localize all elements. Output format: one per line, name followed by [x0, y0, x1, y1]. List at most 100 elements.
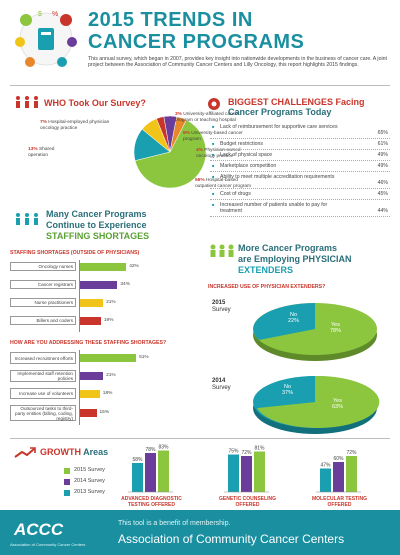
growth-value-label: 58%	[132, 457, 143, 463]
growth-bar	[320, 468, 331, 492]
growth-bar	[132, 463, 143, 492]
bar	[80, 354, 137, 362]
bar-label: Cancer registrars	[10, 280, 76, 289]
extenders-subtitle: INCREASED USE OF PHYSICIAN EXTENDERS?	[208, 284, 326, 290]
growth-bar	[158, 450, 169, 492]
bar-pct: 19%	[103, 317, 114, 323]
legend-label: 2015 Survey	[74, 467, 105, 473]
slice-pct: 7%	[40, 120, 47, 125]
challenge-label: Lack of reimbursement for supportive car…	[220, 124, 338, 130]
extenders-pie-2014	[245, 368, 385, 438]
growth-value-label: 75%	[228, 449, 239, 455]
bullet-icon: ■	[212, 152, 215, 157]
bar-pct: 21%	[106, 299, 116, 305]
divider	[10, 85, 390, 86]
slice-text: University-affiliated cancer program or …	[175, 112, 240, 123]
legend-swatch	[64, 490, 70, 496]
slice-text: University-based cancer program	[183, 131, 243, 142]
challenge-label: Cost of drugs	[220, 191, 251, 197]
title-line-2: CANCER PROGRAMS	[88, 31, 305, 53]
no-label: No	[283, 384, 292, 390]
footer: ACCC Association of Community Cancer Cen…	[0, 510, 400, 555]
growth-category-label: GENETIC COUNSELING	[219, 496, 276, 502]
bar	[80, 262, 127, 271]
challenge-pct: 49%	[377, 163, 388, 169]
people-icon	[14, 212, 40, 231]
growth-category-label: ADVANCED DIAGNOSTIC	[121, 496, 182, 502]
growth-bar	[145, 453, 156, 492]
bar	[80, 389, 100, 398]
growth-arrow-icon	[14, 446, 36, 464]
no-pct: 22%	[288, 318, 300, 324]
challenge-label: Increased number of patients unable to p…	[220, 202, 328, 214]
growth-bar	[228, 454, 239, 492]
legend-label: 2014 Survey	[74, 478, 105, 484]
year-label: 2014	[212, 378, 226, 384]
challenge-pct: 49%	[377, 152, 388, 158]
challenge-row: ■ Ability to meet multiple accreditation …	[210, 174, 390, 189]
legend-swatch	[64, 468, 70, 474]
growth-title: GROWTH Areas	[40, 447, 108, 457]
challenges-title: BIGGEST CHALLENGES Facing Cancer Program…	[228, 97, 398, 117]
bar-pct: 15%	[99, 410, 110, 415]
year-2015: 2015 Survey	[212, 300, 231, 314]
slice-text: Physician-owned oncology practice	[196, 148, 241, 159]
slice-label-5: 5% University-based cancer program	[183, 131, 245, 142]
challenges-title-1: BIGGEST CHALLENGES Facing	[228, 97, 365, 107]
slice-text: Shared operation	[28, 147, 55, 158]
growth-title-b: Areas	[83, 447, 109, 457]
bar	[80, 280, 118, 289]
challenge-label: Budget restrictions	[220, 141, 263, 147]
challenge-pct: 46%	[377, 180, 388, 186]
bullet-icon: ■	[212, 163, 215, 168]
growth-value-label: 60%	[333, 456, 344, 462]
bar	[80, 316, 101, 325]
addressing-subtitle: HOW ARE YOU ADDRESSING THESE STAFFING SH…	[10, 340, 167, 346]
bar-pct: 51%	[139, 355, 149, 360]
slice-text: Hospital-employed physician oncology pra…	[40, 120, 110, 131]
slice-label-13: 13% Shared operation	[28, 147, 68, 158]
yes-pct: 78%	[330, 328, 342, 334]
no-label: No	[289, 312, 298, 318]
intro-text: This annual survey, which began in 2007,…	[88, 56, 387, 69]
slice-label-56: 56% Hospital-based outpatient cancer pro…	[195, 178, 255, 189]
slice-label-7: 7% Hospital-employed physician oncology …	[40, 120, 110, 131]
axis-line	[79, 260, 80, 332]
growth-value-label: 72%	[346, 450, 357, 456]
yes-label: Yes	[333, 398, 342, 404]
challenge-row: ■ Increased number of patients unable to …	[210, 202, 390, 217]
growth-bar	[346, 456, 357, 492]
growth-bar	[333, 462, 344, 492]
bar-pct: 34%	[120, 281, 130, 287]
staffing-subtitle: STAFFING SHORTAGES (OUTSIDE OF PHYSICIAN…	[10, 250, 140, 256]
bar-pct: 21%	[106, 373, 116, 378]
challenge-row: ■ Budget restrictions 61%	[210, 141, 390, 150]
extenders-title-1: More Cancer Programs	[238, 243, 338, 253]
challenge-row: ■ Lack of reimbursement for supportive ca…	[210, 124, 390, 139]
header-icons: $ %	[8, 6, 84, 72]
legend-swatch	[64, 479, 70, 485]
bar-label: Nurse practitioners	[10, 298, 76, 307]
slice-pct: 56%	[195, 178, 205, 183]
accc-logo-sub: Association of Community Cancer Centers	[10, 542, 86, 547]
pie-slice	[169, 116, 187, 153]
staffing-title-3: STAFFING SHORTAGES	[46, 231, 150, 241]
bullet-icon: ■	[212, 191, 215, 196]
slice-pct: 4%	[196, 148, 203, 153]
growth-category-label: TESTING OFFERED	[128, 502, 175, 508]
bar-label: Increase use of volunteers	[10, 388, 76, 399]
people-icon	[14, 95, 40, 114]
challenge-pct: 61%	[377, 141, 388, 147]
growth-bar	[254, 451, 265, 492]
slice-pct: 13%	[28, 147, 38, 152]
challenge-pct: 44%	[377, 208, 388, 214]
growth-bar	[241, 456, 252, 492]
accc-logo: ACCC	[14, 520, 64, 539]
bar-label: Oncology nurses	[10, 262, 76, 271]
yes-pct: 63%	[332, 404, 344, 410]
year-2014: 2014 Survey	[212, 378, 231, 392]
bar-pct: 18%	[102, 390, 113, 396]
challenge-label: Lack of physical space	[220, 152, 273, 158]
survey-word: Survey	[212, 385, 231, 391]
extenders-pie-2015	[245, 295, 385, 365]
